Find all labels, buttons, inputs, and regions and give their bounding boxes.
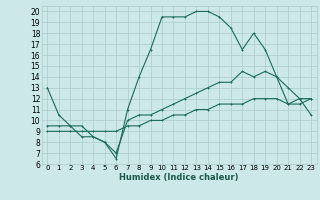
- X-axis label: Humidex (Indice chaleur): Humidex (Indice chaleur): [119, 173, 239, 182]
